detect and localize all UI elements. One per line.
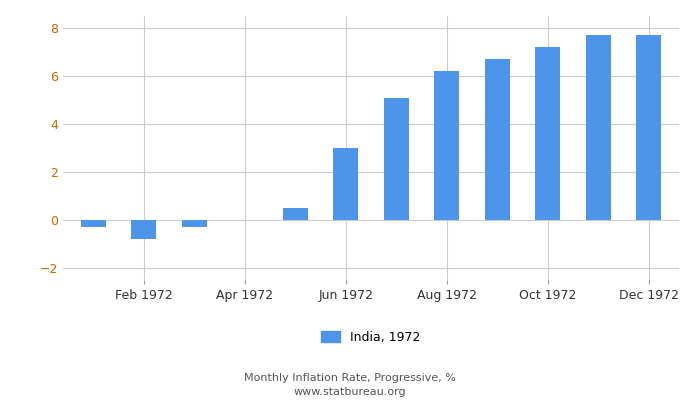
Bar [586,35,611,220]
Bar [384,98,409,220]
Bar [484,59,510,220]
Bar [636,35,662,220]
Bar [333,148,358,220]
Legend: India, 1972: India, 1972 [316,326,426,349]
Bar [434,71,459,220]
Bar [535,47,560,220]
Bar [131,220,156,239]
Bar [182,220,207,227]
Bar [80,220,106,227]
Text: www.statbureau.org: www.statbureau.org [294,387,406,397]
Text: Monthly Inflation Rate, Progressive, %: Monthly Inflation Rate, Progressive, % [244,373,456,383]
Bar [283,208,308,220]
